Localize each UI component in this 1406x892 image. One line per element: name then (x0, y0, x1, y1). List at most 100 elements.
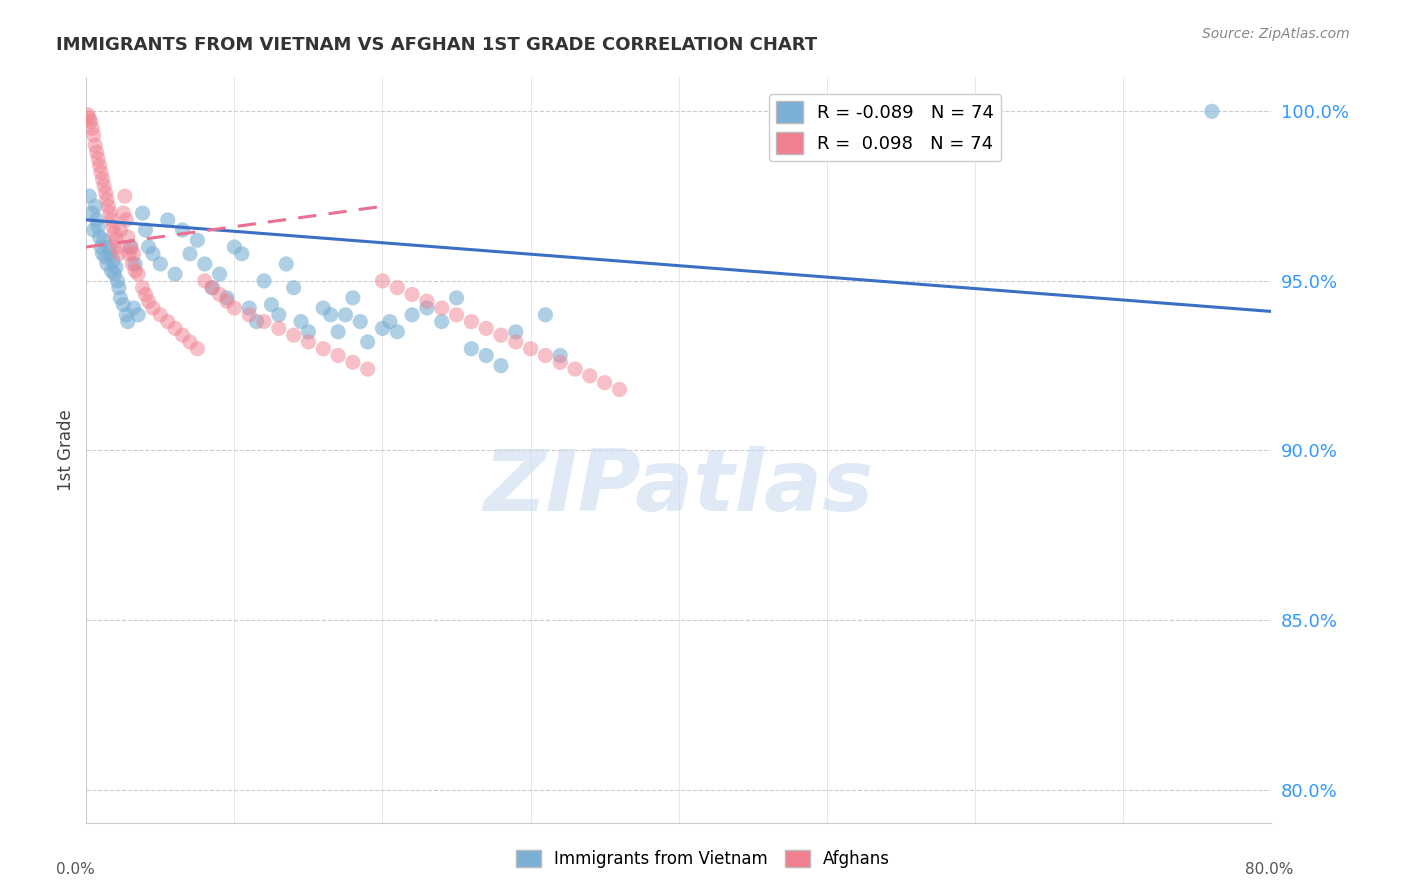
Text: 0.0%: 0.0% (56, 863, 96, 877)
Point (489, 328, 512, 343)
Point (80, 114, 103, 128)
Point (115, 308, 138, 322)
Point (387, 325, 409, 339)
Point (112, 206, 135, 220)
Point (108, 281, 131, 295)
Point (267, 308, 290, 322)
Point (534, 308, 557, 322)
Point (460, 342, 482, 356)
Point (76, 108, 98, 122)
Point (548, 349, 571, 363)
Point (121, 257, 143, 271)
Point (319, 308, 342, 322)
Point (505, 334, 527, 349)
Point (110, 223, 132, 237)
Point (135, 287, 157, 301)
Point (105, 240, 128, 254)
Point (186, 342, 208, 356)
Point (172, 223, 194, 237)
Point (238, 301, 260, 315)
Legend: Immigrants from Vietnam, Afghans: Immigrants from Vietnam, Afghans (509, 843, 897, 875)
Point (149, 308, 172, 322)
Point (83, 223, 105, 237)
Point (91, 247, 114, 261)
Point (117, 315, 139, 329)
Point (579, 368, 602, 383)
Point (201, 281, 224, 295)
Point (138, 294, 160, 309)
Point (105, 274, 128, 288)
Point (142, 301, 165, 315)
Point (90, 240, 112, 254)
Point (1201, 104, 1223, 119)
Point (548, 355, 571, 369)
Point (110, 291, 132, 305)
Point (84, 199, 107, 213)
Point (342, 291, 364, 305)
Point (127, 267, 149, 281)
Point (267, 321, 290, 335)
Point (98, 247, 121, 261)
Point (135, 223, 157, 237)
Point (97, 199, 120, 213)
Point (100, 212, 122, 227)
Point (104, 260, 127, 275)
Point (505, 325, 527, 339)
Point (94, 250, 117, 264)
Point (401, 287, 423, 301)
Point (124, 264, 146, 278)
Point (156, 315, 179, 329)
Point (117, 229, 139, 244)
Point (172, 328, 194, 343)
Point (138, 240, 160, 254)
Point (326, 349, 349, 363)
Point (104, 233, 127, 247)
Point (238, 308, 260, 322)
Point (118, 247, 141, 261)
Point (96, 257, 118, 271)
Point (90, 165, 112, 179)
Point (460, 315, 482, 329)
Text: Source: ZipAtlas.com: Source: ZipAtlas.com (1202, 27, 1350, 41)
Point (208, 267, 231, 281)
Y-axis label: 1st Grade: 1st Grade (58, 409, 75, 491)
Point (89, 229, 111, 244)
Point (86, 212, 108, 227)
Point (475, 321, 498, 335)
Point (430, 301, 453, 315)
Point (120, 240, 142, 254)
Point (194, 274, 217, 288)
Point (77, 189, 100, 203)
Point (297, 334, 319, 349)
Point (103, 227, 125, 241)
Point (115, 212, 138, 227)
Point (186, 233, 208, 247)
Point (297, 325, 319, 339)
Point (131, 281, 153, 295)
Point (371, 274, 394, 288)
Point (312, 301, 335, 315)
Point (114, 189, 136, 203)
Point (290, 315, 312, 329)
Point (416, 294, 439, 309)
Point (97, 240, 120, 254)
Point (224, 240, 246, 254)
Point (82, 206, 104, 220)
Point (120, 240, 142, 254)
Point (593, 376, 616, 390)
Point (401, 308, 423, 322)
Point (489, 359, 512, 373)
Point (534, 349, 557, 363)
Text: IMMIGRANTS FROM VIETNAM VS AFGHAN 1ST GRADE CORRELATION CHART: IMMIGRANTS FROM VIETNAM VS AFGHAN 1ST GR… (56, 36, 817, 54)
Point (100, 264, 122, 278)
Point (430, 315, 453, 329)
Point (253, 315, 276, 329)
Point (93, 233, 115, 247)
Point (326, 325, 349, 339)
Point (87, 219, 110, 234)
Text: ZIPatlas: ZIPatlas (484, 446, 873, 529)
Point (91, 172, 114, 186)
Point (149, 257, 172, 271)
Point (371, 321, 394, 335)
Point (131, 206, 153, 220)
